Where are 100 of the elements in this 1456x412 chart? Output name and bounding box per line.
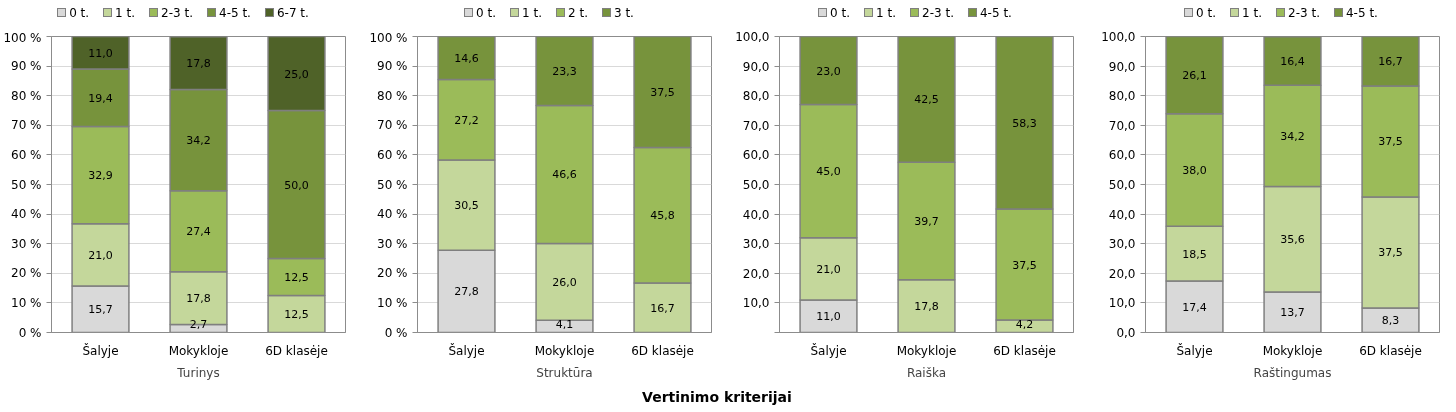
y-tick-label: 30 %	[377, 236, 408, 251]
data-label: 32,9	[88, 169, 113, 183]
data-label: 11,0	[816, 310, 841, 324]
data-label: 37,5	[1012, 258, 1037, 272]
y-tick-label: 80 %	[377, 88, 408, 103]
data-label: 45,0	[816, 165, 841, 179]
text: Vertinimo kriterijai	[642, 388, 792, 407]
legend-label: 1 t.	[1241, 5, 1263, 22]
data-label: 12,5	[284, 308, 309, 321]
y-tick-label: 90 %	[11, 59, 42, 74]
legend-label: 4-5 t.	[978, 5, 1012, 22]
x-tick-label: 6D klasėje	[1359, 343, 1422, 358]
legend-label: 1 t.	[521, 5, 542, 22]
data-label: 16,4	[1280, 55, 1305, 69]
y-tick-label: 70 %	[377, 118, 408, 133]
legend-label: 2-3 t.	[160, 5, 193, 22]
x-tick-label: Šalyje	[82, 342, 119, 358]
y-tick-label: 0 %	[18, 325, 42, 340]
y-tick-label: 80,0	[1108, 89, 1136, 104]
data-label: 12,5	[284, 271, 309, 284]
y-tick-label: 90 %	[377, 59, 408, 74]
data-label: 50,0	[284, 178, 309, 192]
data-label: 46,6	[552, 168, 577, 182]
y-tick-label: 10 %	[377, 295, 408, 310]
data-label: 42,5	[914, 93, 939, 107]
x-tick-label: 6D klasėje	[993, 343, 1056, 358]
y-tick-label: 10,0	[742, 296, 770, 311]
y-tick-label: 70,0	[742, 118, 770, 133]
y-tick-label: 50,0	[742, 178, 770, 192]
y-tick-label: 10,0	[1108, 296, 1136, 311]
x-tick-label: Šalyje	[810, 342, 847, 358]
x-axis-title: Turinys	[176, 365, 220, 380]
data-label: 35,6	[1280, 233, 1305, 247]
data-label: 37,5	[1378, 246, 1403, 260]
data-label: 17,8	[914, 300, 939, 314]
y-tick-label: 100,0	[1101, 30, 1136, 44]
data-label: 58,3	[1012, 116, 1037, 130]
legend-label: 2 t.	[567, 5, 588, 22]
data-label: 18,5	[1182, 247, 1207, 261]
data-label: 38,0	[1182, 164, 1207, 177]
x-tick-label: 6D klasėje	[265, 343, 328, 358]
data-label: 17,8	[186, 292, 211, 306]
y-tick-label: 20,0	[1108, 266, 1136, 281]
y-tick-label: 50,0	[1108, 178, 1136, 192]
data-label: 16,7	[650, 301, 675, 315]
data-label: 14,6	[454, 51, 479, 65]
y-tick-label: 40,0	[742, 207, 770, 222]
legend-label: 1 t.	[875, 5, 897, 22]
y-tick-label: 60 %	[11, 147, 42, 162]
y-tick-label: 90,0	[742, 59, 770, 74]
y-tick-label: 20 %	[11, 266, 42, 281]
data-label: 11,0	[88, 46, 113, 60]
data-label: 45,8	[650, 209, 675, 223]
y-tick-label: 10 %	[11, 295, 42, 310]
y-tick-label: 50 %	[11, 177, 42, 192]
y-tick-label: 20 %	[377, 266, 408, 281]
x-tick-label: 6D klasėje	[631, 343, 694, 358]
data-label: 8,3	[1381, 314, 1400, 328]
y-tick-label: 30 %	[11, 236, 42, 251]
y-tick-label: 0 %	[384, 325, 408, 340]
legend-label: 6-7 t.	[275, 5, 309, 22]
legend-label: 0 t.	[1195, 5, 1217, 22]
x-tick-label: Šalyje	[1176, 342, 1213, 358]
data-label: 21,0	[88, 248, 113, 262]
x-axis-title: Raštingumas	[1253, 365, 1332, 380]
data-label: 19,4	[88, 91, 113, 105]
x-tick-label: Mokykloje	[168, 343, 229, 358]
y-tick-label: 40 %	[377, 207, 408, 222]
data-label: 4,1	[555, 317, 574, 331]
data-label: 23,0	[816, 64, 841, 78]
legend-label: 2-3 t.	[1287, 5, 1320, 22]
data-label: 27,8	[454, 285, 479, 299]
data-label: 4,2	[1015, 317, 1034, 331]
legend-label: 4-5 t.	[1344, 5, 1378, 22]
data-label: 17,8	[186, 57, 211, 71]
x-tick-label: Mokykloje	[896, 343, 957, 358]
y-tick-label: 90,0	[1108, 59, 1136, 74]
y-tick-label: 0,0	[1116, 326, 1136, 340]
x-axis-title: Struktūra	[536, 365, 593, 380]
data-label: 17,4	[1182, 300, 1207, 314]
data-label: 2,7	[189, 317, 208, 331]
legend-label: 0 t.	[475, 5, 497, 22]
data-label: 13,7	[1280, 306, 1305, 320]
x-tick-label: Mokykloje	[534, 343, 595, 358]
data-label: 30,5	[454, 199, 479, 213]
y-tick-label: 80 %	[11, 88, 42, 103]
data-label: 25,0	[284, 67, 309, 81]
data-label: 34,2	[186, 134, 211, 148]
data-label: 26,0	[552, 275, 577, 289]
y-tick-label: 100,0	[735, 30, 770, 44]
y-tick-label: 50 %	[377, 177, 408, 192]
y-tick-label: 100 %	[369, 30, 408, 45]
legend-label: 0 t.	[68, 5, 90, 22]
data-label: 16,7	[1378, 55, 1403, 69]
legend-label: 0 t.	[829, 5, 851, 22]
legend-label: 3 t.	[612, 5, 634, 22]
x-tick-label: Mokykloje	[1262, 343, 1323, 358]
data-label: 37,5	[650, 86, 675, 99]
y-tick-label: 80,0	[742, 89, 770, 104]
data-label: 34,2	[1280, 129, 1305, 143]
